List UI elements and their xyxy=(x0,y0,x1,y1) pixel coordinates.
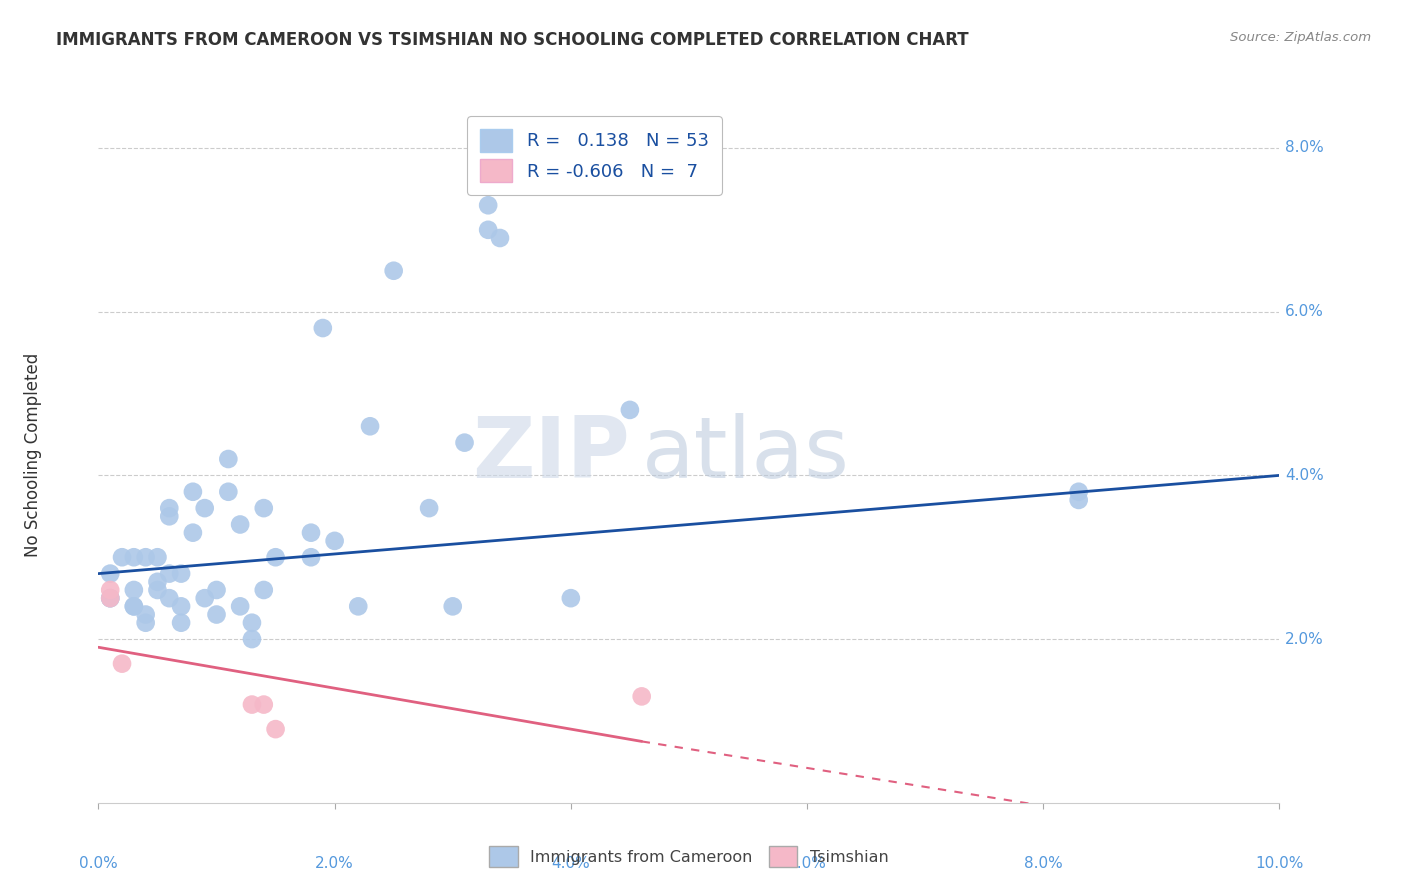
Point xyxy=(253,582,276,597)
Text: Source: ZipAtlas.com: Source: ZipAtlas.com xyxy=(1230,31,1371,45)
Point xyxy=(194,501,217,516)
Text: 8.0%: 8.0% xyxy=(1285,140,1324,155)
Point xyxy=(135,615,157,630)
Point xyxy=(441,599,464,614)
Point xyxy=(170,599,193,614)
Point xyxy=(111,550,134,565)
Point xyxy=(157,566,180,581)
Point xyxy=(98,566,121,581)
Point xyxy=(299,550,322,565)
Point xyxy=(253,698,276,712)
Point xyxy=(217,484,239,499)
Point xyxy=(146,582,169,597)
Point xyxy=(170,615,193,630)
Point xyxy=(240,698,263,712)
Point xyxy=(560,591,582,606)
Point xyxy=(489,231,512,245)
Point xyxy=(253,501,276,516)
Text: 4.0%: 4.0% xyxy=(1285,468,1324,483)
Point xyxy=(1067,492,1090,507)
Point xyxy=(229,599,252,614)
Point xyxy=(122,582,145,597)
Point xyxy=(299,525,322,540)
Text: 2.0%: 2.0% xyxy=(315,856,354,871)
Point xyxy=(359,419,381,434)
Point xyxy=(217,452,239,467)
Point xyxy=(264,550,287,565)
Text: 6.0%: 6.0% xyxy=(787,856,827,871)
Point xyxy=(170,566,193,581)
Point xyxy=(240,632,263,646)
Point xyxy=(135,607,157,622)
Point xyxy=(98,591,121,606)
Text: No Schooling Completed: No Schooling Completed xyxy=(24,353,42,557)
Legend: Immigrants from Cameroon, Tsimshian: Immigrants from Cameroon, Tsimshian xyxy=(481,838,897,875)
Text: 0.0%: 0.0% xyxy=(79,856,118,871)
Point xyxy=(146,550,169,565)
Text: 8.0%: 8.0% xyxy=(1024,856,1063,871)
Point xyxy=(181,484,204,499)
Point xyxy=(157,509,180,524)
Text: ZIP: ZIP xyxy=(472,413,630,497)
Point xyxy=(98,591,121,606)
Point xyxy=(98,591,121,606)
Point xyxy=(111,657,134,671)
Point xyxy=(619,403,641,417)
Text: atlas: atlas xyxy=(641,413,849,497)
Point xyxy=(1067,484,1090,499)
Point xyxy=(98,582,121,597)
Point xyxy=(264,722,287,736)
Point xyxy=(418,501,440,516)
Point xyxy=(135,550,157,565)
Point xyxy=(122,550,145,565)
Text: IMMIGRANTS FROM CAMEROON VS TSIMSHIAN NO SCHOOLING COMPLETED CORRELATION CHART: IMMIGRANTS FROM CAMEROON VS TSIMSHIAN NO… xyxy=(56,31,969,49)
Point xyxy=(181,525,204,540)
Point xyxy=(630,690,652,704)
Text: 4.0%: 4.0% xyxy=(551,856,591,871)
Point xyxy=(477,223,499,237)
Point xyxy=(205,582,228,597)
Point xyxy=(312,321,335,335)
Point xyxy=(382,264,405,278)
Point xyxy=(323,533,346,548)
Point xyxy=(229,517,252,532)
Point xyxy=(347,599,370,614)
Point xyxy=(240,615,263,630)
Point xyxy=(122,599,145,614)
Point xyxy=(157,501,180,516)
Point xyxy=(477,198,499,212)
Point xyxy=(194,591,217,606)
Text: 10.0%: 10.0% xyxy=(1256,856,1303,871)
Point xyxy=(453,435,475,450)
Point xyxy=(122,599,145,614)
Point xyxy=(157,591,180,606)
Text: 2.0%: 2.0% xyxy=(1285,632,1324,647)
Point xyxy=(205,607,228,622)
Point xyxy=(146,574,169,589)
Text: 6.0%: 6.0% xyxy=(1285,304,1324,319)
